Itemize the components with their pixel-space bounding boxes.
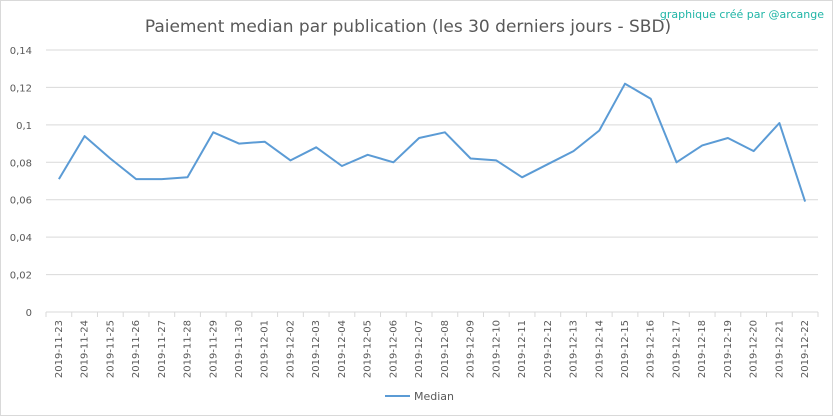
y-tick-label: 0,1 [16,121,32,132]
x-tick-label: 2019-12-13 [569,320,580,378]
x-tick-label: 2019-12-06 [388,320,399,378]
y-tick-label: 0,14 [10,46,32,57]
x-tick-label: 2019-12-12 [543,320,554,378]
x-tick-label: 2019-11-27 [157,320,168,378]
y-axis: 0 0,02 0,04 0,06 0,08 0,1 0,12 0,14 [10,46,32,319]
x-tick-label: 2019-12-02 [285,320,296,378]
x-tick-label: 2019-12-19 [723,320,734,378]
x-tick-label: 2019-11-29 [208,320,219,378]
y-tick-label: 0,02 [10,271,32,282]
y-tick-label: 0,06 [10,196,32,207]
y-tick-label: 0 [26,308,32,319]
chart-title: Paiement median par publication (les 30 … [145,17,671,37]
legend-label: Median [414,390,454,403]
credit-text: graphique créé par @arcange [659,8,824,21]
x-tick-label: 2019-11-26 [131,320,142,378]
x-tick-label: 2019-12-20 [749,320,760,378]
y-tick-label: 0,08 [10,158,32,169]
x-tick-label: 2019-11-24 [80,320,91,378]
x-tick-label: 2019-11-30 [234,320,245,378]
x-tick-label: 2019-12-22 [800,320,811,378]
x-tick-label: 2019-12-05 [363,320,374,378]
x-tick-label: 2019-12-08 [440,320,451,378]
x-tick-label: 2019-12-17 [671,320,682,378]
x-tick-label: 2019-12-15 [620,320,631,378]
x-tick-label: 2019-12-21 [774,320,785,378]
x-tick-label: 2019-11-28 [183,320,194,378]
x-tick-label: 2019-12-04 [337,320,348,378]
x-tick-label: 2019-12-18 [697,320,708,378]
series-layer [58,82,807,202]
x-tick-label: 2019-12-07 [414,320,425,378]
x-tick-label: 2019-12-01 [260,320,271,378]
x-tick-label: 2019-11-23 [54,320,65,378]
x-tick-label: 2019-12-16 [646,320,657,378]
x-tick-label: 2019-12-14 [594,320,605,378]
x-tick-label: 2019-12-10 [491,320,502,378]
y-tick-label: 0,04 [10,233,32,244]
y-tick-label: 0,12 [10,83,32,94]
x-tick-label: 2019-12-03 [311,320,322,378]
x-axis: 2019-11-23 2019-11-24 2019-11-25 2019-11-26… [45,312,819,378]
x-tick-label: 2019-11-25 [105,320,116,378]
legend: Median [385,390,454,403]
x-tick-label: 2019-12-11 [517,320,528,378]
x-tick-label: 2019-12-09 [466,320,477,378]
series-line-median [58,82,807,202]
grid-lines [46,49,818,313]
